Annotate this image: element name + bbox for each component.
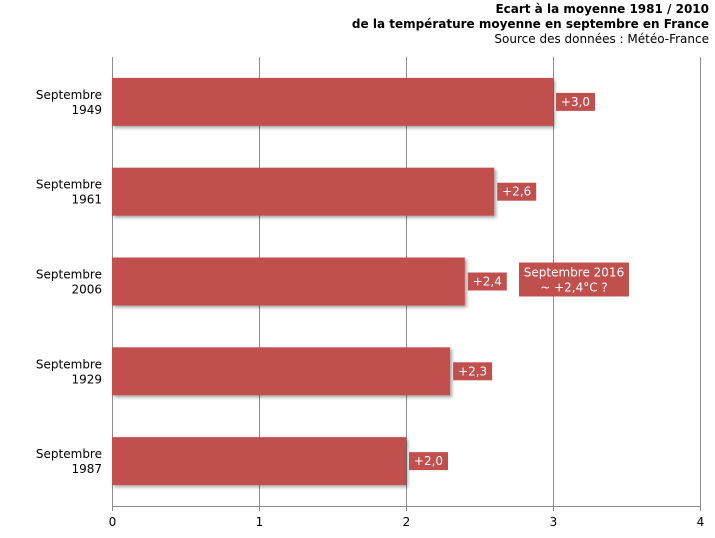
- category-label-1-0: Septembre: [36, 178, 102, 192]
- bar-4: [112, 437, 406, 486]
- bar-2: [112, 257, 465, 306]
- value-label-0: +3,0: [561, 95, 590, 109]
- bar-3: [112, 347, 451, 396]
- annotation-box: [519, 262, 629, 297]
- bar-0: [112, 77, 553, 126]
- category-label-1-1: 1961: [71, 193, 102, 207]
- category-label-2-0: Septembre: [36, 268, 102, 282]
- tick-label-x-4: 4: [697, 515, 705, 529]
- category-label-2-1: 2006: [71, 283, 102, 297]
- tick-label-x-2: 2: [403, 515, 411, 529]
- chart-subtitle: de la température moyenne en septembre e…: [351, 17, 709, 31]
- bars: [112, 77, 553, 486]
- annotation-text-1: ~ +2,4°C ?: [540, 281, 608, 295]
- tick-label-x-0: 0: [109, 515, 117, 529]
- value-label-2: +2,4: [473, 275, 502, 289]
- value-label-1: +2,6: [502, 185, 531, 199]
- category-label-0-0: Septembre: [36, 88, 102, 102]
- category-label-3-1: 1929: [71, 372, 102, 386]
- tick-label-x-3: 3: [550, 515, 558, 529]
- value-label-3: +2,3: [458, 364, 487, 378]
- value-label-4: +2,0: [414, 454, 443, 468]
- tick-label-x-1: 1: [256, 515, 264, 529]
- chart-title: Ecart à la moyenne 1981 / 2010: [495, 2, 709, 16]
- value-label-box-1: [497, 182, 537, 201]
- chart-title-block: Ecart à la moyenne 1981 / 2010 de la tem…: [352, 2, 709, 47]
- annotation-text-0: Septembre 2016: [524, 266, 624, 280]
- value-label-box-2: [467, 272, 507, 291]
- category-label-3-0: Septembre: [36, 357, 102, 371]
- chart-source: Source des données : Météo-France: [494, 32, 709, 46]
- value-label-box-4: [409, 452, 448, 471]
- category-label-4-1: 1987: [71, 462, 102, 476]
- category-label-4-0: Septembre: [36, 447, 102, 461]
- value-label-box-0: [556, 92, 595, 111]
- bar-1: [112, 167, 495, 216]
- value-label-box-3: [453, 362, 493, 381]
- category-label-0-1: 1949: [71, 103, 102, 117]
- labels: 0 1 2 3 4Septembre1949+3,0Septembre1961+2,6S…: [36, 88, 704, 529]
